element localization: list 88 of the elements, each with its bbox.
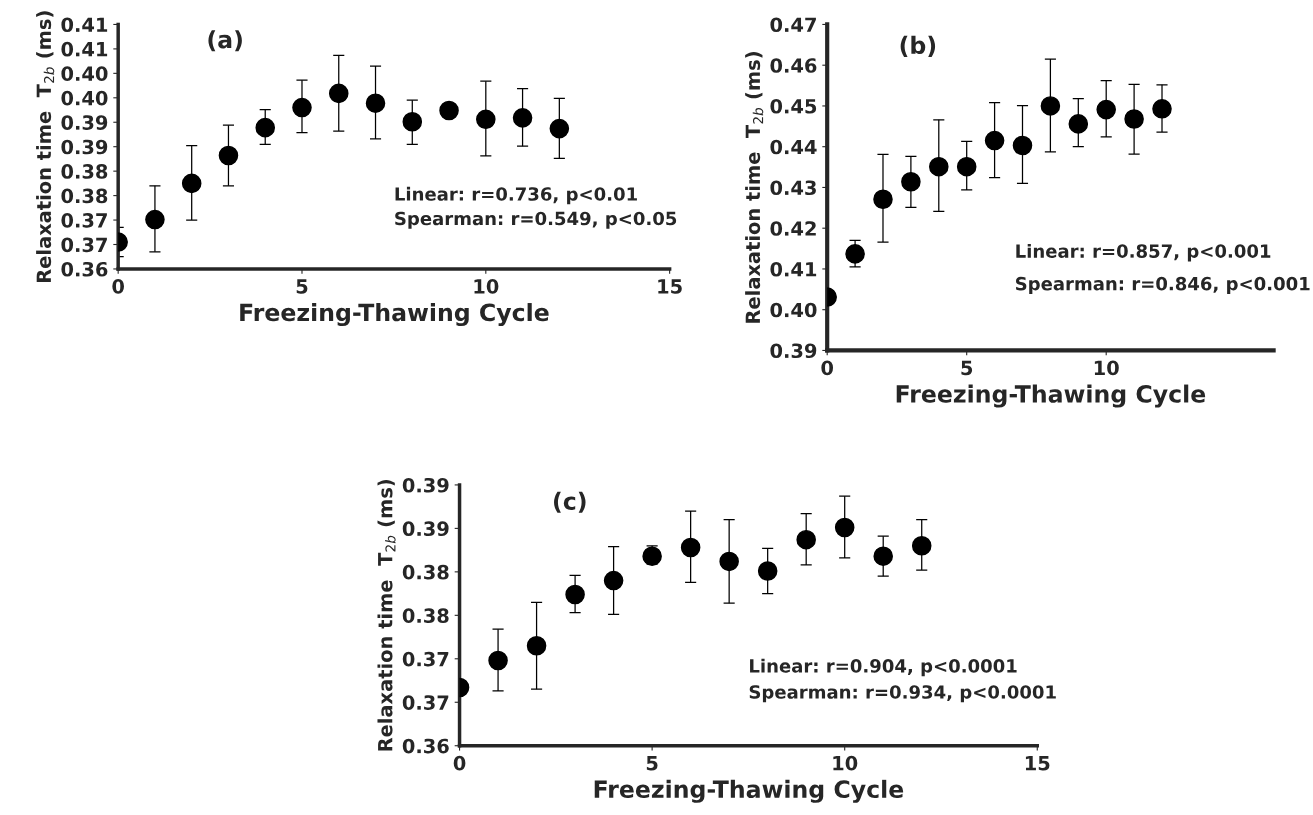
x-tick-label: 0 [453, 755, 466, 771]
point [911, 535, 932, 556]
point [549, 118, 570, 139]
x-tick-label: 10 [1094, 360, 1119, 376]
point [181, 173, 202, 194]
annotation: Spearman: r=0.549, p<0.05 [395, 211, 677, 229]
y-tick-label: 0.42 [770, 221, 816, 236]
y-tick-label: 0.38 [402, 608, 449, 623]
x-tick-label: 5 [961, 360, 973, 376]
y-tick-label: 0.37 [61, 237, 107, 253]
point [402, 111, 423, 132]
y-tick-label: 0.38 [61, 188, 108, 204]
point [292, 97, 312, 118]
y-tick-label: 0.41 [770, 261, 817, 277]
y-axis-title: Relaxation time T$_{2b}$ (ms) [745, 52, 764, 323]
point [488, 650, 508, 671]
annotation: Linear: r=0.736, p<0.01 [395, 186, 637, 205]
point [873, 546, 893, 566]
point [512, 108, 533, 128]
point [526, 635, 547, 656]
y-tick-label: 0.45 [770, 98, 817, 114]
y-tick-label: 0.40 [61, 90, 108, 106]
point [218, 145, 239, 166]
x-axis-title: Freezing-Thawing Cycle [594, 779, 904, 803]
point [145, 209, 165, 230]
x-tick-label: 10 [474, 279, 499, 294]
point [1068, 114, 1089, 134]
y-tick-label: 0.44 [770, 139, 817, 155]
point [719, 551, 739, 572]
point [901, 171, 921, 192]
x-tick-label: 10 [833, 755, 858, 771]
annotation: Linear: r=0.857, p<0.001 [1016, 243, 1271, 262]
point [956, 156, 977, 177]
x-axis-title: Freezing-Thawing Cycle [896, 384, 1206, 408]
x-axis-title: Freezing-Thawing Cycle [240, 303, 549, 327]
point [1096, 99, 1116, 120]
x-tick-label: 15 [658, 279, 682, 294]
y-tick-label: 0.39 [61, 115, 108, 130]
y-tick-label: 0.40 [770, 302, 817, 318]
point [603, 570, 624, 591]
y-tick-label: 0.41 [61, 41, 108, 57]
chart-title: (c) [554, 491, 586, 513]
point [1012, 135, 1033, 156]
point [255, 117, 276, 138]
x-tick-label: 15 [1025, 756, 1050, 771]
x-tick-label: 5 [646, 756, 658, 771]
y-tick-label: 0.37 [402, 695, 449, 710]
y-tick-label: 0.38 [402, 564, 449, 580]
point [1040, 96, 1061, 116]
y-tick-label: 0.39 [402, 521, 449, 537]
y-tick-label: 0.43 [770, 180, 816, 196]
point [873, 189, 893, 210]
point [757, 561, 778, 581]
y-tick-label: 0.46 [770, 58, 817, 73]
chart-title: (b) [900, 35, 936, 57]
point [565, 584, 585, 605]
chart-title: (a) [208, 30, 242, 52]
point [476, 109, 496, 130]
y-tick-label: 0.39 [770, 343, 817, 359]
y-tick-label: 0.41 [61, 17, 108, 33]
x-tick-label: 5 [296, 279, 308, 294]
point [328, 83, 349, 104]
point [1152, 99, 1172, 119]
y-tick-label: 0.40 [61, 66, 108, 82]
y-axis-title: Relaxation time T$_{2b}$ (ms) [36, 11, 55, 282]
y-tick-label: 0.37 [61, 213, 107, 228]
x-tick-label: 0 [821, 360, 834, 376]
annotation: Spearman: r=0.846, p<0.001 [1015, 276, 1310, 294]
point [1124, 109, 1144, 129]
y-axis-title: Relaxation time T$_{2b}$ (ms) [377, 479, 396, 751]
annotation: Linear: r=0.904, p<0.0001 [750, 658, 1017, 677]
point [680, 537, 701, 558]
point [439, 100, 459, 121]
annotation: Spearman: r=0.934, p<0.0001 [749, 685, 1056, 703]
point [984, 130, 1005, 151]
point [929, 156, 949, 177]
y-tick-label: 0.37 [402, 651, 449, 667]
y-tick-label: 0.39 [61, 139, 108, 155]
point [845, 244, 865, 264]
point [796, 529, 816, 550]
y-tick-label: 0.36 [402, 738, 449, 754]
y-tick-label: 0.36 [61, 261, 108, 277]
point [365, 93, 386, 113]
y-tick-label: 0.39 [402, 477, 449, 493]
x-tick-label: 0 [112, 279, 124, 294]
point [834, 517, 855, 538]
y-tick-label: 0.47 [770, 17, 816, 33]
y-tick-label: 0.38 [61, 164, 108, 179]
